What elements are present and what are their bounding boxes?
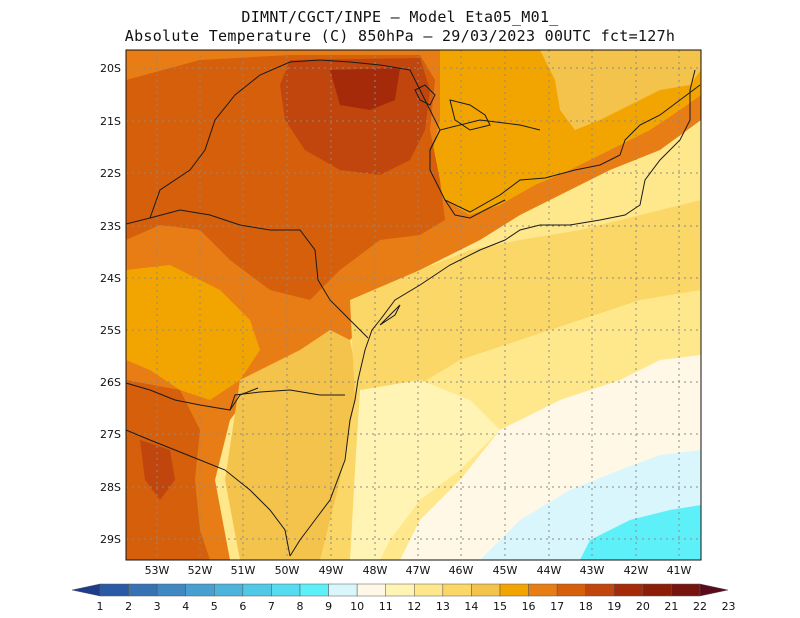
colorbar-label: 20 [636, 600, 650, 613]
temperature-band-14 [320, 200, 701, 560]
colorbar-swatch [299, 583, 329, 597]
longitude-axis: 53W 52W 51W 50W 49W 48W 47W 46W 45W 44W … [145, 564, 692, 577]
lon-label: 46W [449, 564, 474, 577]
lon-label: 50W [275, 564, 300, 577]
colorbar-label: 4 [182, 600, 189, 613]
colorbar-swatch [328, 583, 358, 597]
colorbar-label: 21 [664, 600, 678, 613]
lat-label: 27S [100, 428, 121, 441]
map-title-line-2: Absolute Temperature (C) 850hPa – 29/03/… [124, 27, 676, 45]
colorbar-swatch [556, 583, 586, 597]
colorbar-label: 5 [211, 600, 218, 613]
lon-label: 41W [667, 564, 692, 577]
colorbar-swatch [242, 583, 272, 597]
colorbar-swatch [214, 583, 244, 597]
colorbar-label: 15 [493, 600, 507, 613]
colorbar-label: 22 [693, 600, 707, 613]
lat-label: 28S [100, 481, 121, 494]
lon-label: 49W [319, 564, 344, 577]
lon-label: 48W [363, 564, 388, 577]
colorbar-swatch [99, 583, 129, 597]
colorbar-label: 13 [436, 600, 450, 613]
lat-label: 22S [100, 167, 121, 180]
colorbar-label: 23 [722, 600, 736, 613]
colorbar-label: 6 [239, 600, 246, 613]
temperature-band-9 [580, 505, 701, 560]
temperature-band-20 [330, 68, 400, 110]
colorbar-swatch [528, 583, 558, 597]
colorbar-legend: 1 2 3 4 5 6 7 8 9 10 11 12 13 14 15 16 17 18 19 20 21 22 23 [71, 583, 736, 613]
colorbar-swatch [671, 583, 701, 597]
temperature-band-15 [540, 50, 701, 130]
colorbar-swatch [385, 583, 415, 597]
temperature-field [126, 50, 701, 560]
colorbar-label: 12 [407, 600, 421, 613]
colorbar-swatch [442, 583, 472, 597]
colorbar-right-arrow [699, 583, 729, 597]
colorbar-label: 2 [125, 600, 132, 613]
lon-label: 47W [406, 564, 431, 577]
lon-label: 44W [537, 564, 562, 577]
colorbar-label: 18 [579, 600, 593, 613]
lat-label: 21S [100, 115, 121, 128]
lat-label: 23S [100, 220, 121, 233]
lon-label: 42W [624, 564, 649, 577]
colorbar-swatch [642, 583, 672, 597]
colorbar-left-arrow [71, 583, 101, 597]
lat-label: 25S [100, 324, 121, 337]
coastline-and-borders [126, 59, 701, 557]
colorbar-label: 14 [464, 600, 478, 613]
colorbar-label: 1 [97, 600, 104, 613]
colorbar-label: 7 [268, 600, 275, 613]
lat-label: 24S [100, 272, 121, 285]
colorbar-label: 11 [379, 600, 393, 613]
colorbar-swatch [271, 583, 301, 597]
latitude-axis: 20S 21S 22S 23S 24S 25S 26S 27S 28S 29S [100, 62, 121, 546]
lat-label: 29S [100, 533, 121, 546]
temperature-band-15-coast [225, 330, 360, 560]
map-frame [125, 49, 702, 561]
colorbar-swatch [614, 583, 644, 597]
temperature-band-12 [350, 380, 500, 560]
colorbar-label: 19 [607, 600, 621, 613]
lon-label: 52W [188, 564, 213, 577]
temperature-band-16-inland [126, 265, 260, 400]
colorbar-label: 16 [522, 600, 536, 613]
colorbar-swatch [185, 583, 215, 597]
map-title-line-1: DIMNT/CGCT/INPE – Model Eta05_M01_ [241, 8, 559, 26]
lat-label: 26S [100, 376, 121, 389]
colorbar-label: 9 [325, 600, 332, 613]
colorbar-swatch [128, 583, 158, 597]
colorbar-swatch [414, 583, 444, 597]
lat-label: 20S [100, 62, 121, 75]
colorbar-swatch [471, 583, 501, 597]
graticule [126, 50, 701, 560]
colorbar-swatch [499, 583, 529, 597]
colorbar-label: 8 [297, 600, 304, 613]
lon-label: 53W [145, 564, 170, 577]
colorbar-swatch [356, 583, 386, 597]
colorbar-label: 10 [350, 600, 364, 613]
colorbar-label: 3 [154, 600, 161, 613]
lon-label: 43W [580, 564, 605, 577]
colorbar-swatch [156, 583, 186, 597]
colorbar-label: 17 [550, 600, 564, 613]
lon-label: 45W [493, 564, 518, 577]
colorbar-swatch [585, 583, 615, 597]
lon-label: 51W [231, 564, 256, 577]
